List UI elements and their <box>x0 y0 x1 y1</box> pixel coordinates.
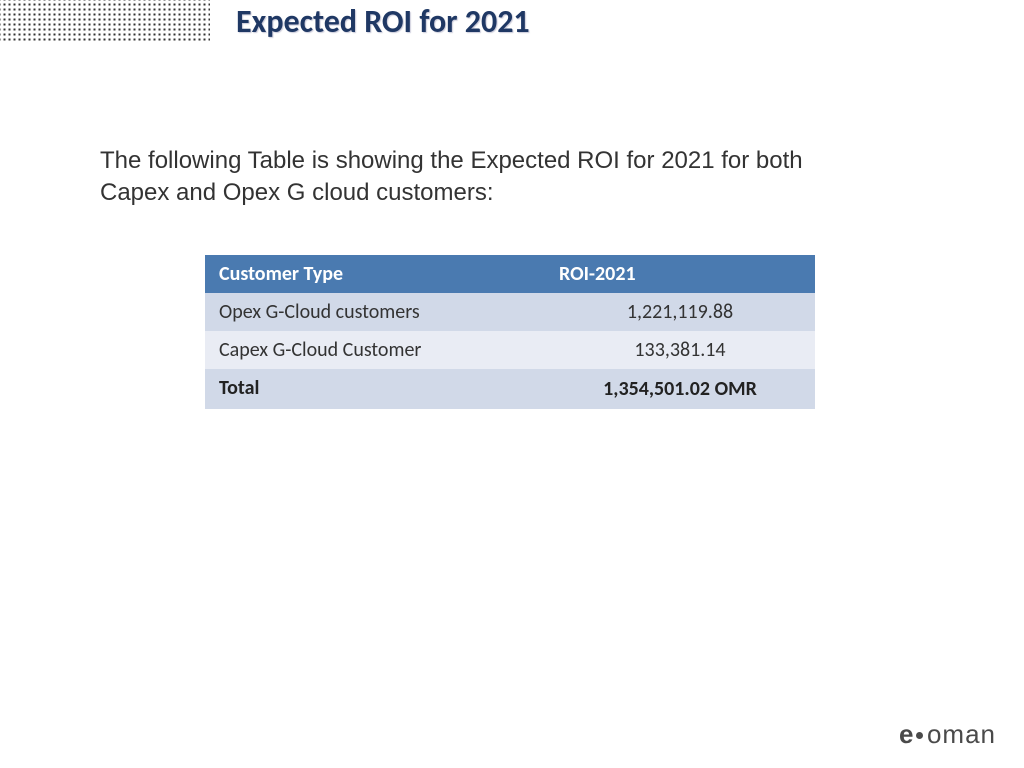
table-row: Opex G-Cloud customers 1,221,119.88 <box>205 293 815 331</box>
slide-description: The following Table is showing the Expec… <box>100 145 840 210</box>
header-customer-type: Customer Type <box>205 255 545 293</box>
cell-customer-type: Capex G-Cloud Customer <box>205 331 545 369</box>
cell-customer-type: Opex G-Cloud customers <box>205 293 545 331</box>
table-row: Capex G-Cloud Customer 133,381.14 <box>205 331 815 369</box>
table-header-row: Customer Type ROI-2021 <box>205 255 815 293</box>
logo-name: oman <box>927 719 996 749</box>
header-roi: ROI-2021 <box>545 255 815 293</box>
table-total-row: Total 1,354,501.02 OMR <box>205 369 815 409</box>
cell-roi: 1,221,119.88 <box>545 293 815 331</box>
brand-logo: eoman <box>899 719 996 750</box>
slide-title: Expected ROI for 2021 <box>236 2 530 41</box>
cell-roi: 133,381.14 <box>545 331 815 369</box>
total-label: Total <box>205 369 545 409</box>
logo-dot-icon <box>916 732 923 739</box>
decorative-dot-pattern <box>0 0 210 42</box>
total-value: 1,354,501.02 OMR <box>545 369 815 409</box>
roi-table: Customer Type ROI-2021 Opex G-Cloud cust… <box>205 255 815 409</box>
logo-prefix: e <box>899 719 914 749</box>
